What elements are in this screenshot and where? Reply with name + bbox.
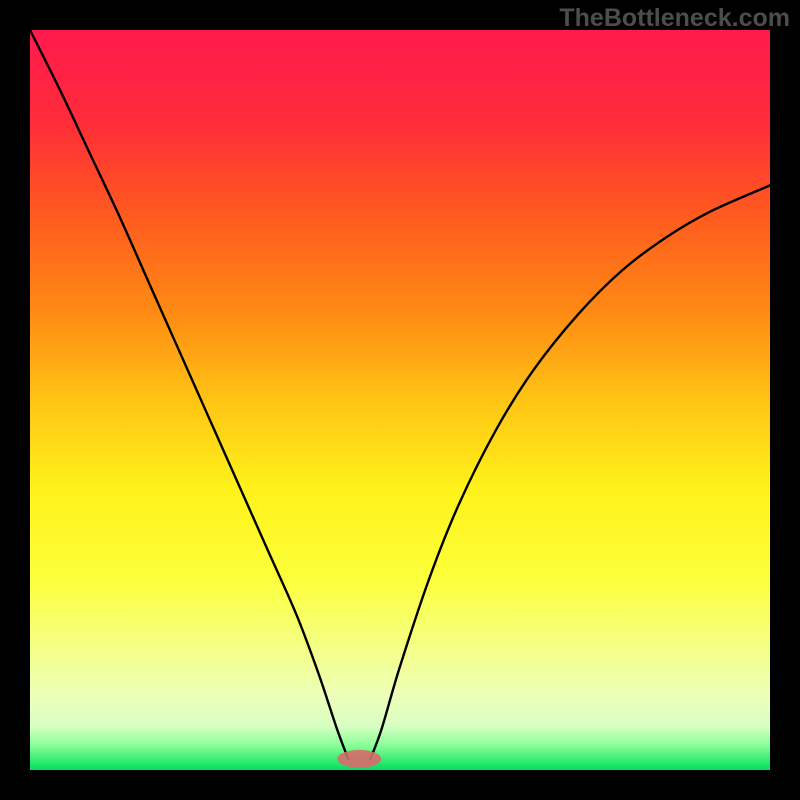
- chart-background: [30, 30, 770, 770]
- chart-wrapper: TheBottleneck.com: [0, 0, 800, 800]
- bottleneck-curve-chart: [0, 0, 800, 800]
- watermark-text: TheBottleneck.com: [559, 4, 790, 33]
- dip-marker: [337, 750, 381, 768]
